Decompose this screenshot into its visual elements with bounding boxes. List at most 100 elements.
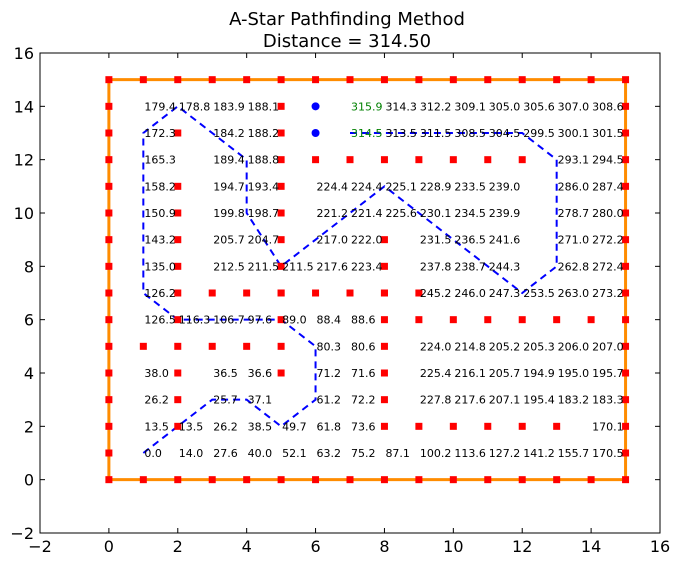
cost-label: 36.5 [213,367,238,380]
obstacle-point [277,289,285,297]
obstacle-point [208,476,216,484]
y-tick-label: 2 [24,417,34,436]
cost-label: 207.1 [489,394,521,407]
cost-label: 221.2 [317,207,349,220]
obstacle-point [622,396,630,404]
cost-label: 253.5 [523,287,555,300]
obstacle-point [622,182,630,190]
cost-label: 237.8 [420,260,452,273]
cost-label: 13.5 [144,420,169,433]
cost-label: 230.1 [420,207,452,220]
obstacle-point [587,316,595,324]
cost-label: 158.2 [144,180,176,193]
obstacle-point [449,156,457,164]
obstacle-point [622,449,630,457]
cost-label: 71.2 [317,367,342,380]
cost-label: 246.0 [454,287,486,300]
cost-label: 244.3 [489,260,521,273]
obstacle-point [553,76,561,84]
cost-label: 195.0 [558,367,590,380]
cost-label: 262.8 [558,260,590,273]
obstacle-point [449,316,457,324]
cost-label: 222.0 [351,234,383,247]
obstacle-point [105,369,113,377]
y-tick-label: 14 [14,97,34,116]
cost-label: 273.2 [592,287,624,300]
obstacle-point [312,156,320,164]
cost-label: 278.7 [558,207,590,220]
cost-label: 49.7 [282,420,307,433]
cost-label: 211.5 [282,260,314,273]
obstacle-point [380,236,388,244]
obstacle-point [622,422,630,430]
obstacle-point [622,76,630,84]
chart-title: A-Star Pathfinding Method [229,9,465,30]
cost-label: 287.4 [592,180,624,193]
obstacle-point [174,76,182,84]
obstacle-point [415,422,423,430]
cost-label: 170.5 [592,447,624,460]
cost-label: 205.2 [489,340,521,353]
cost-label: 127.2 [489,447,521,460]
goal-layer [311,102,320,137]
obstacle-point [553,422,561,430]
cost-label: 194.9 [523,367,555,380]
x-tick-label: 6 [310,537,320,556]
y-tick-label: 10 [14,204,34,223]
cost-label: 309.1 [454,100,486,113]
cost-label: 223.4 [351,260,383,273]
obstacle-point [415,476,423,484]
obstacle-point [174,422,182,430]
obstacle-point [346,476,354,484]
obstacle-point [277,262,285,270]
cost-label: 238.7 [454,260,486,273]
obstacle-point [346,289,354,297]
cost-label: 212.5 [213,260,245,273]
cost-label: 217.6 [317,260,349,273]
cost-label: 198.7 [248,207,280,220]
cost-label: 314.5 [351,127,383,140]
cost-label: 73.6 [351,420,376,433]
obstacle-point [380,289,388,297]
cost-label: 27.6 [213,447,238,460]
obstacle-point [105,422,113,430]
y-tick-label: −2 [10,524,34,543]
obstacle-point [587,76,595,84]
cost-label: 75.2 [351,447,376,460]
cost-label: 172.3 [144,127,176,140]
obstacle-point [380,396,388,404]
cost-label: 272.2 [592,234,624,247]
obstacle-point [277,182,285,190]
cost-label: 245.2 [420,287,452,300]
cost-label: 13.5 [179,420,204,433]
obstacle-point [105,156,113,164]
obstacle-point [622,209,630,217]
cost-label: 189.4 [213,154,245,167]
obstacle-point [622,289,630,297]
cost-label: 141.2 [523,447,555,460]
obstacle-point [174,236,182,244]
cost-label: 36.6 [248,367,273,380]
cost-label: 312.2 [420,100,452,113]
obstacle-point [105,289,113,297]
obstacle-point [105,476,113,484]
cost-label: 280.0 [592,207,624,220]
obstacle-point [105,129,113,137]
cost-label: 224.4 [317,180,349,193]
y-tick-label: 16 [14,44,34,63]
cost-label: 239.9 [489,207,521,220]
cost-label: 313.5 [385,127,417,140]
cost-label: 183.2 [558,394,590,407]
cost-label: 300.1 [558,127,590,140]
cost-label: 225.4 [420,367,452,380]
cost-label: 126.5 [144,314,176,327]
obstacle-point [415,289,423,297]
x-tick-label: −2 [28,537,52,556]
obstacle-point [174,369,182,377]
cost-label: 193.4 [248,180,280,193]
obstacle-point [380,422,388,430]
cost-label: 184.2 [213,127,245,140]
y-tick-label: 0 [24,471,34,490]
cost-label: 25.7 [213,394,238,407]
obstacle-point [174,316,182,324]
